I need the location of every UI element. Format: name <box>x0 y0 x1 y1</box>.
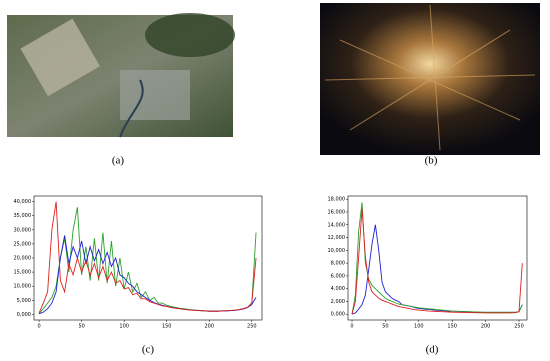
image-b <box>320 3 540 155</box>
y-tick-label: 30,000 <box>14 227 32 233</box>
series-line <box>38 201 257 314</box>
x-tick-label: 100 <box>119 324 129 330</box>
y-tick-label: 18,000 <box>328 197 346 203</box>
x-tick-label: 50 <box>382 324 388 330</box>
panel-label: (a) <box>112 155 125 167</box>
x-tick-label: 50 <box>78 324 84 330</box>
y-tick-label: 40,000 <box>14 199 32 205</box>
series-line <box>38 207 257 314</box>
series-line <box>351 202 523 315</box>
panel-label: (d) <box>426 344 439 356</box>
panel-label: (c) <box>142 344 155 356</box>
y-tick-label: 35,000 <box>14 213 32 219</box>
y-tick-label: 8,000 <box>331 261 345 267</box>
x-tick-label: 150 <box>162 324 172 330</box>
y-tick-label: 25,000 <box>14 241 32 247</box>
y-tick-label: 5,000 <box>17 298 31 304</box>
y-tick-label: 10,000 <box>328 248 346 254</box>
plot-frame <box>347 195 528 321</box>
y-tick-label: 6,000 <box>331 273 345 279</box>
series-line <box>351 224 523 315</box>
y-tick-label: 16,000 <box>328 209 346 215</box>
x-tick-label: 200 <box>204 324 214 330</box>
x-tick-label: 250 <box>247 324 257 330</box>
y-tick-label: 20,000 <box>14 256 32 262</box>
x-tick-label: 250 <box>514 324 524 330</box>
x-tick-label: 100 <box>414 324 424 330</box>
y-tick-label: 14,000 <box>328 222 346 228</box>
y-tick-label: 12,000 <box>328 235 346 241</box>
y-tick-label: 0,000 <box>331 312 345 318</box>
x-tick-label: 0 <box>350 324 353 330</box>
y-tick-label: 15,000 <box>14 270 32 276</box>
y-tick-label: 10,000 <box>14 284 32 290</box>
panel-label: (b) <box>425 155 438 167</box>
x-tick-label: 150 <box>447 324 457 330</box>
y-tick-label: 0,000 <box>17 312 31 318</box>
image-a <box>7 13 235 138</box>
series-line <box>351 208 523 315</box>
y-tick-label: 2,000 <box>331 299 345 305</box>
x-tick-label: 200 <box>481 324 491 330</box>
plot-frame <box>33 195 263 321</box>
x-tick-label: 0 <box>38 324 41 330</box>
y-tick-label: 4,000 <box>331 286 345 292</box>
